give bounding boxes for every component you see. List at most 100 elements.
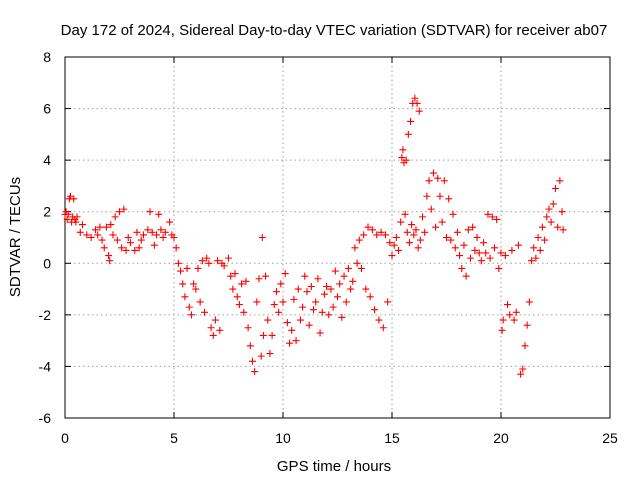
data-point	[137, 236, 145, 244]
data-point	[288, 326, 296, 334]
data-point	[558, 208, 566, 216]
data-point	[100, 244, 108, 252]
data-point	[120, 205, 128, 213]
data-point	[92, 226, 100, 234]
data-point	[144, 226, 152, 234]
data-point	[371, 306, 379, 314]
data-point	[456, 252, 464, 260]
data-point	[556, 177, 564, 185]
data-points	[61, 94, 567, 378]
data-point	[517, 370, 525, 378]
x-tick-label: 5	[170, 430, 178, 446]
data-point	[264, 316, 272, 324]
data-point	[320, 290, 328, 298]
data-point	[552, 185, 559, 193]
data-point	[386, 239, 394, 247]
data-point	[216, 326, 224, 334]
data-point	[342, 298, 350, 306]
data-point	[133, 228, 141, 236]
data-point	[203, 254, 211, 262]
data-point	[443, 234, 450, 241]
data-point	[314, 275, 322, 283]
data-point	[187, 311, 195, 319]
data-point	[411, 94, 419, 102]
data-point	[362, 285, 370, 293]
data-point	[257, 352, 265, 360]
data-point	[139, 231, 147, 239]
data-point	[329, 303, 337, 311]
data-point	[416, 236, 424, 244]
data-point	[536, 246, 544, 254]
data-point	[211, 316, 219, 324]
data-point	[398, 154, 406, 162]
data-point	[497, 249, 505, 257]
data-point	[353, 259, 361, 267]
data-point	[384, 298, 392, 306]
data-point	[124, 234, 132, 241]
data-point	[408, 221, 416, 229]
data-point	[316, 329, 324, 337]
data-point	[425, 177, 433, 185]
data-point	[248, 357, 256, 365]
data-point	[360, 231, 368, 239]
data-point	[292, 337, 300, 345]
data-point	[432, 223, 440, 231]
data-point	[488, 213, 496, 221]
data-point	[499, 316, 507, 324]
data-point	[185, 303, 193, 311]
data-point	[296, 316, 304, 324]
data-point	[460, 241, 468, 249]
data-point	[83, 231, 91, 239]
data-point	[196, 298, 204, 306]
data-point	[205, 259, 213, 267]
data-point	[177, 267, 185, 275]
data-point	[554, 223, 562, 231]
data-point	[399, 146, 407, 154]
data-point	[366, 293, 374, 301]
data-point	[412, 226, 420, 234]
data-point	[458, 264, 466, 272]
data-point	[227, 272, 235, 280]
data-point	[78, 221, 86, 229]
data-point	[421, 228, 429, 236]
data-point	[473, 234, 481, 241]
data-point	[301, 272, 309, 280]
data-point	[427, 205, 435, 213]
data-point	[106, 257, 114, 265]
data-point	[373, 231, 381, 239]
data-point	[258, 234, 266, 241]
data-point	[390, 241, 398, 249]
data-point	[294, 285, 302, 293]
y-tick-label: 4	[43, 152, 51, 168]
data-point	[323, 282, 331, 290]
data-point	[207, 324, 215, 332]
data-point	[214, 257, 222, 265]
data-point	[325, 311, 333, 319]
data-point	[545, 205, 553, 213]
data-point	[508, 246, 516, 254]
data-point	[183, 264, 191, 272]
data-point	[349, 277, 357, 285]
data-point	[299, 303, 307, 311]
data-point	[506, 311, 514, 319]
x-tick-label: 0	[61, 430, 69, 446]
data-point	[340, 272, 348, 280]
data-point	[402, 156, 410, 164]
data-point	[244, 324, 252, 332]
data-point	[201, 308, 209, 316]
data-point	[229, 285, 237, 293]
data-point	[253, 298, 261, 306]
data-point	[238, 280, 246, 288]
data-point	[146, 208, 154, 216]
data-point	[161, 228, 169, 236]
data-point	[64, 210, 72, 218]
data-point	[462, 272, 470, 280]
data-point	[277, 280, 285, 288]
data-point	[305, 321, 313, 329]
x-axis-label: GPS time / hours	[277, 458, 391, 475]
data-point	[397, 218, 405, 226]
data-point	[172, 244, 180, 252]
data-point	[118, 244, 126, 252]
data-point	[351, 244, 359, 252]
data-point	[410, 231, 418, 239]
